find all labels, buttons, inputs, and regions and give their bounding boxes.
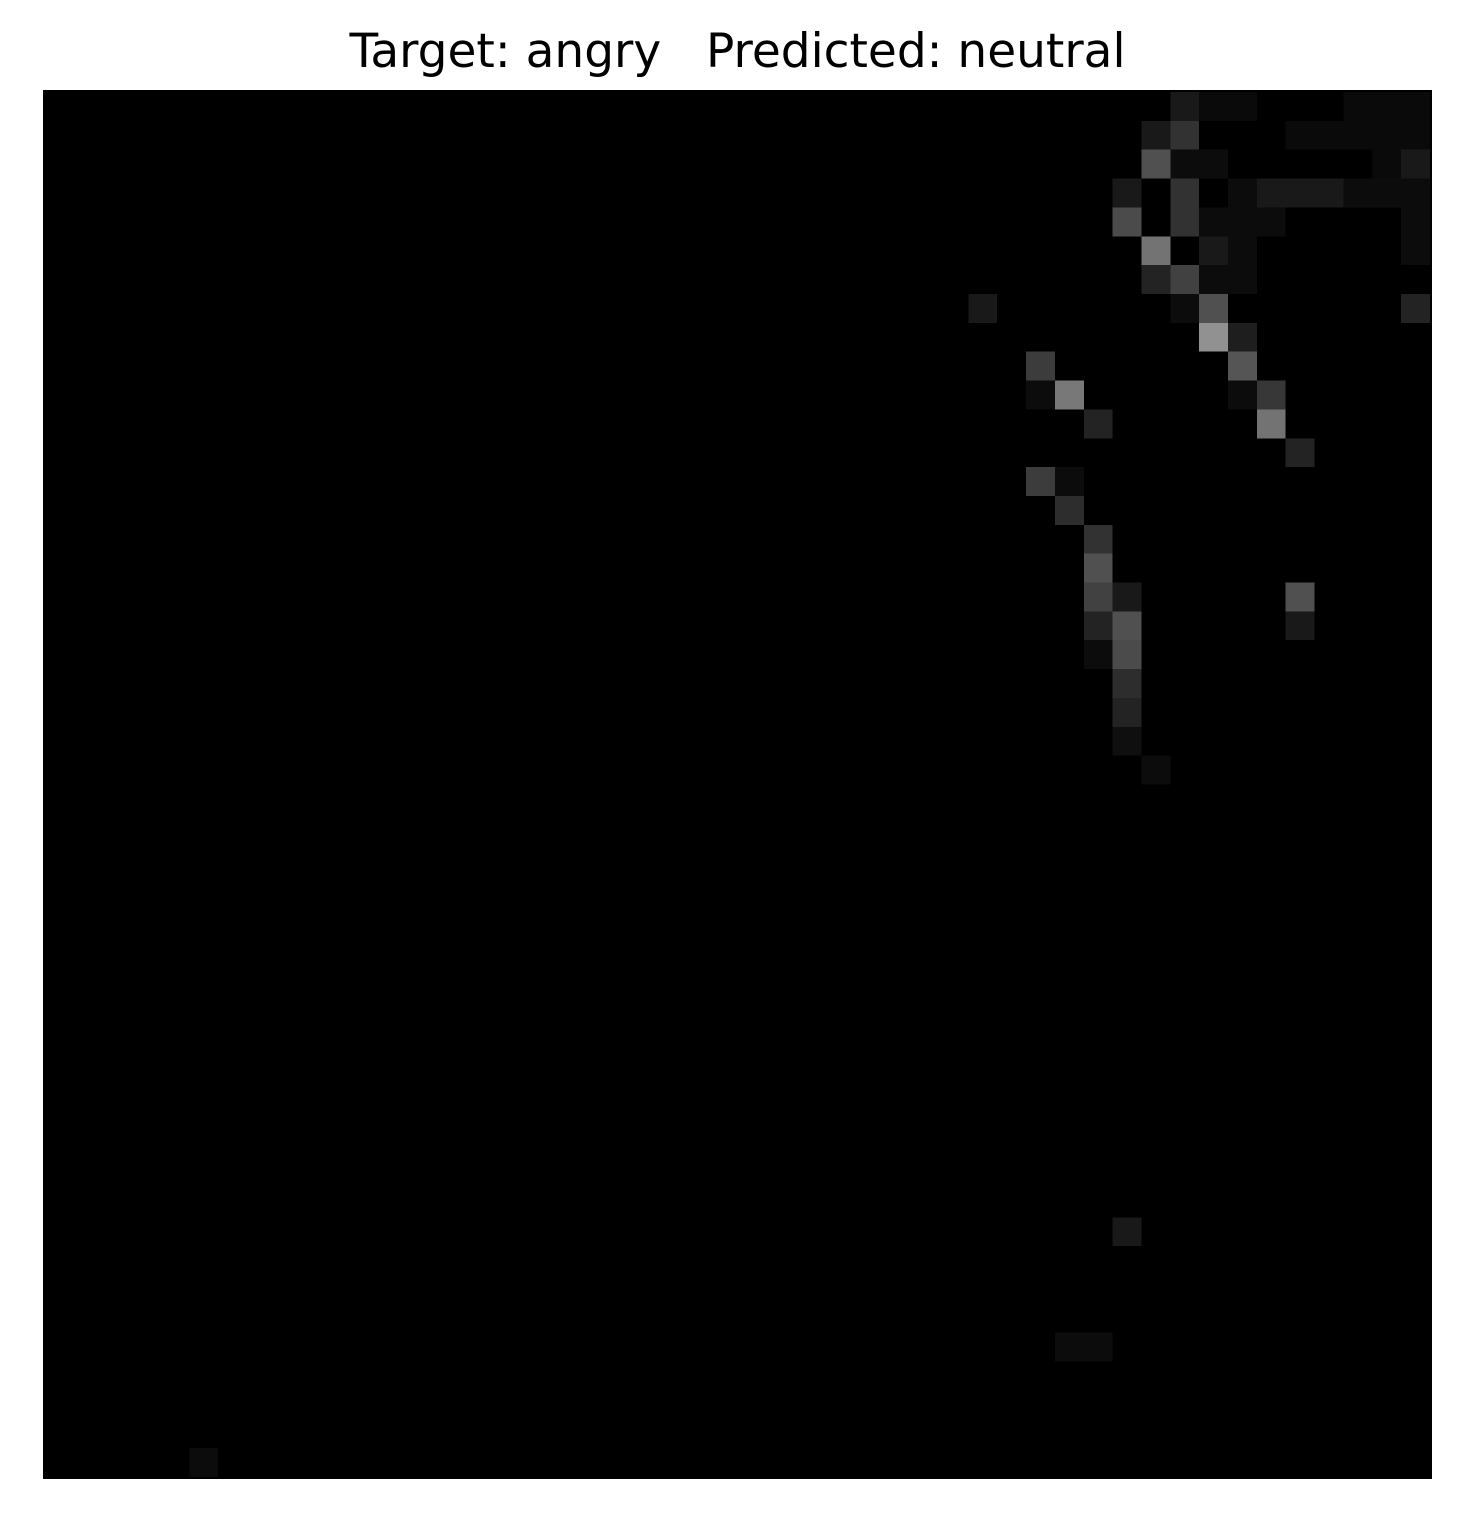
image-pixel xyxy=(1401,120,1430,150)
image-pixel xyxy=(1026,351,1055,381)
image-pixel xyxy=(1285,582,1315,612)
image-pixel xyxy=(1141,755,1171,785)
image-pixel xyxy=(1285,438,1315,468)
image-pixel xyxy=(1314,120,1344,150)
image-pixel xyxy=(1054,1332,1084,1362)
image-pixel xyxy=(1083,1332,1113,1362)
image-pixel xyxy=(1285,120,1315,150)
image-pixel xyxy=(1372,149,1402,179)
figure-title: Target: angry Predicted: neutral xyxy=(349,24,1126,79)
image-pixel xyxy=(1228,322,1257,352)
image-pixel xyxy=(1199,322,1229,352)
image-pixel xyxy=(1141,149,1171,179)
image-pixel xyxy=(1141,236,1171,266)
image-pixel xyxy=(1170,265,1200,294)
image-pixel xyxy=(1285,178,1315,208)
image-pixel xyxy=(1256,207,1286,237)
image-pixel xyxy=(1228,236,1257,266)
image-pixel xyxy=(1228,265,1257,294)
image-pixel xyxy=(1199,265,1229,294)
image-pixel xyxy=(1054,380,1084,410)
image-pixel xyxy=(1256,380,1286,410)
image-pixel xyxy=(1141,265,1171,294)
image-pixel xyxy=(1112,726,1142,756)
image-pixel xyxy=(1401,149,1430,179)
image-pixel xyxy=(1054,495,1084,525)
image-pixel xyxy=(1199,236,1229,266)
image-pixel xyxy=(1083,640,1113,670)
image-pixel xyxy=(1112,697,1142,727)
image-pixel xyxy=(1228,207,1257,237)
image-pixel xyxy=(1026,467,1055,496)
image-pixel xyxy=(1083,409,1113,439)
image-pixel xyxy=(1228,351,1257,381)
image-pixel xyxy=(1401,236,1430,266)
image-pixel xyxy=(968,293,998,323)
image-pixel xyxy=(1083,524,1113,554)
image-pixel xyxy=(1372,120,1402,150)
image-pixel xyxy=(1026,380,1055,410)
image-pixel xyxy=(1285,611,1315,641)
image-pixel xyxy=(1199,293,1229,323)
image-pixel xyxy=(1083,611,1113,641)
image-pixel xyxy=(1112,178,1142,208)
image-pixel xyxy=(1199,92,1229,121)
image-pixel xyxy=(1401,207,1430,237)
image-pixel xyxy=(1083,582,1113,612)
image-pixel xyxy=(1112,669,1142,698)
image-pixel xyxy=(1083,553,1113,583)
image-pixel xyxy=(1112,611,1142,641)
image-pixel xyxy=(1170,149,1200,179)
image-pixel xyxy=(1170,207,1200,237)
image-pixel xyxy=(1314,178,1344,208)
image-pixel xyxy=(1372,92,1402,121)
image-pixel xyxy=(1228,380,1257,410)
image-pixel xyxy=(1199,207,1229,237)
image-pixel xyxy=(1256,409,1286,439)
face-image xyxy=(45,92,1430,1477)
image-pixel xyxy=(1112,640,1142,670)
image-pixel xyxy=(189,1448,219,1477)
image-pixel xyxy=(1054,467,1084,496)
face-image-frame xyxy=(43,90,1432,1479)
image-pixel xyxy=(1228,178,1257,208)
image-pixel xyxy=(1343,120,1373,150)
image-pixel xyxy=(1141,120,1171,150)
image-pixel xyxy=(1228,92,1257,121)
image-pixel xyxy=(1256,178,1286,208)
image-pixel xyxy=(1170,178,1200,208)
image-pixel xyxy=(1343,92,1373,121)
image-pixel xyxy=(1343,178,1373,208)
image-pixel xyxy=(1112,207,1142,237)
image-pixel xyxy=(1401,293,1430,323)
image-pixel xyxy=(1170,293,1200,323)
image-pixel xyxy=(1170,92,1200,121)
image-pixel xyxy=(1170,120,1200,150)
image-pixel xyxy=(1401,178,1430,208)
image-pixel xyxy=(1199,149,1229,179)
image-pixel xyxy=(1401,92,1430,121)
image-pixel xyxy=(1372,178,1402,208)
image-pixel xyxy=(1112,582,1142,612)
image-pixel xyxy=(1112,1217,1142,1247)
